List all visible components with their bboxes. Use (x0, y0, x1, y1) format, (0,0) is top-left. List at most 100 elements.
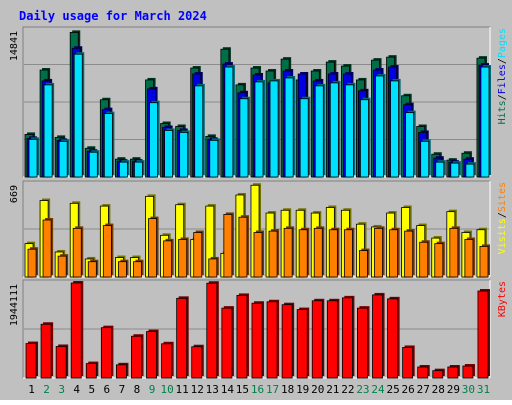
bar-pages-day-17 (269, 80, 279, 178)
bar-kbytes-day-24 (372, 294, 383, 379)
x-tick-label: 7 (119, 383, 126, 396)
x-tick-label: 27 (417, 383, 430, 396)
bar-sites-day-25 (389, 229, 399, 278)
bar-pages-day-20 (314, 85, 324, 178)
x-tick-label: 9 (149, 383, 156, 396)
bar-sites-day-15 (238, 216, 248, 278)
bar-sites-day-11 (178, 239, 188, 278)
bar-sites-day-26 (404, 230, 414, 278)
bar-kbytes-day-7 (115, 364, 127, 379)
bar-kbytes-day-15 (236, 295, 248, 379)
bar-pages-day-18 (284, 77, 294, 178)
y-max-label: 14841 (9, 31, 20, 61)
x-tick-label: 29 (447, 383, 460, 396)
bar-kbytes-day-19 (296, 309, 308, 379)
x-tick-label: 4 (73, 383, 80, 396)
bar-kbytes-day-26 (402, 347, 414, 379)
bar-pages-day-5 (88, 151, 98, 178)
bar-pages-day-7 (118, 161, 128, 178)
bar-pages-day-23 (360, 99, 369, 178)
bar-sites-day-22 (343, 229, 353, 278)
x-axis-day-labels: 1 2 3 4 5 6 7 8 9 10 11 12 13 14 15 16 17 18 19 20 21 22 23 24 2… (28, 383, 490, 396)
bar-sites-day-4 (72, 227, 82, 278)
bar-pages-day-2 (43, 84, 53, 178)
bar-kbytes-day-3 (55, 346, 67, 379)
legend-kbytes: KBytes (497, 281, 508, 317)
bar-sites-day-12 (193, 232, 203, 278)
bar-pages-day-11 (179, 132, 189, 178)
x-tick-label: 21 (326, 383, 339, 396)
bar-sites-day-19 (298, 229, 308, 278)
bar-pages-day-22 (344, 84, 354, 178)
bar-pages-day-31 (480, 66, 490, 178)
bar-sites-day-17 (268, 230, 278, 278)
bar-kbytes-day-9 (146, 331, 157, 379)
bar-sites-day-14 (223, 214, 233, 278)
bar-pages-day-21 (329, 82, 339, 178)
bar-sites-day-10 (163, 240, 173, 278)
legend-entry: Files (497, 64, 508, 94)
bar-sites-day-5 (87, 261, 97, 278)
bar-kbytes-day-22 (341, 297, 353, 379)
x-tick-label: 5 (88, 383, 95, 396)
x-tick-label: 31 (477, 383, 490, 396)
bar-sites-day-23 (359, 250, 368, 278)
bar-pages-day-26 (405, 112, 415, 178)
legend-entry: Hits (497, 100, 508, 124)
bar-sites-day-16 (253, 232, 263, 278)
bar-pages-day-30 (465, 163, 475, 178)
bar-sites-day-6 (102, 225, 112, 278)
x-tick-label: 2 (43, 383, 50, 396)
x-tick-label: 28 (432, 383, 445, 396)
x-tick-label: 25 (386, 383, 399, 396)
bar-pages-day-9 (149, 102, 158, 178)
panel-visits-sites: 669 Visits/Sites (9, 180, 508, 278)
legend-entry: / (497, 212, 508, 218)
bar-kbytes-day-18 (281, 304, 293, 379)
legend-entry: Sites (497, 182, 508, 212)
bar-kbytes-day-25 (387, 298, 399, 379)
legend-entry: / (497, 58, 508, 64)
x-tick-label: 20 (311, 383, 324, 396)
x-tick-label: 13 (206, 383, 219, 396)
x-tick-label: 17 (266, 383, 279, 396)
bar-pages-day-13 (209, 139, 219, 178)
x-tick-label: 1 (28, 383, 35, 396)
bar-kbytes-day-17 (266, 301, 278, 379)
bar-kbytes-day-14 (221, 307, 233, 379)
x-tick-label: 12 (191, 383, 204, 396)
x-tick-label: 14 (221, 383, 235, 396)
legend-entry: / (497, 94, 508, 100)
chart-title: Daily usage for March 2024 (19, 9, 207, 23)
x-tick-label: 11 (176, 383, 189, 396)
bar-sites-day-18 (283, 227, 293, 278)
bar-sites-day-31 (479, 246, 489, 278)
bar-kbytes-day-12 (191, 346, 203, 379)
x-tick-label: 16 (251, 383, 264, 396)
x-tick-label: 8 (134, 383, 141, 396)
bar-sites-day-29 (449, 227, 459, 278)
bar-pages-day-16 (254, 81, 264, 178)
bar-pages-day-4 (73, 53, 83, 178)
bar-kbytes-day-1 (25, 343, 37, 379)
bar-pages-day-27 (420, 140, 430, 178)
bar-pages-day-29 (450, 162, 460, 178)
bar-sites-day-30 (464, 239, 474, 278)
bar-sites-day-28 (434, 243, 444, 278)
bar-kbytes-day-4 (70, 282, 82, 379)
bar-kbytes-day-5 (85, 363, 97, 379)
bar-kbytes-day-16 (251, 302, 263, 379)
bar-pages-day-3 (58, 140, 68, 178)
panel-kbytes: 1944111 KBytes (9, 279, 508, 379)
bar-pages-day-19 (299, 98, 309, 178)
x-tick-label: 10 (160, 383, 173, 396)
x-tick-label: 26 (402, 383, 415, 396)
bar-sites-day-9 (148, 218, 157, 278)
y-max-label: 1944111 (9, 284, 20, 326)
bar-kbytes-day-23 (357, 307, 368, 379)
bar-pages-day-14 (224, 66, 234, 178)
bar-kbytes-day-11 (176, 297, 188, 379)
x-tick-label: 18 (281, 383, 294, 396)
